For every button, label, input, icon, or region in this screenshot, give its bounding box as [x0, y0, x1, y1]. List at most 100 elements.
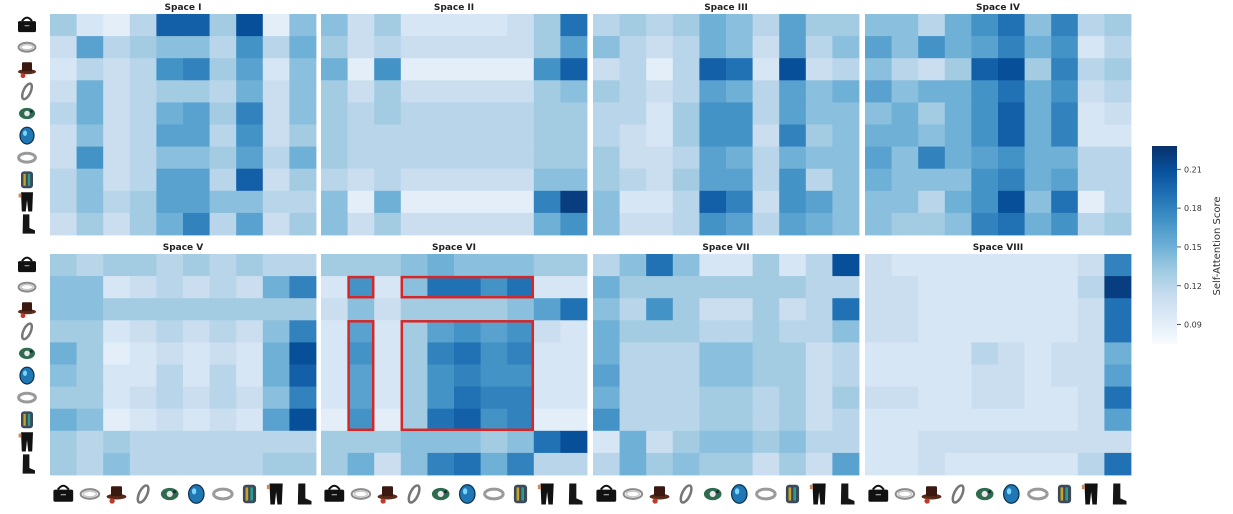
heatmap-cell	[76, 276, 104, 299]
heatmap-cell	[347, 146, 375, 170]
heatmap-cell	[971, 452, 999, 476]
heatmap-cell	[560, 168, 588, 192]
heatmap-cell	[726, 190, 753, 214]
heatmap-cell	[998, 190, 1025, 214]
heatmap-cell	[1104, 58, 1132, 81]
heatmap-cell	[454, 364, 481, 387]
heatmap-cell	[891, 276, 919, 299]
heatmap-cell	[832, 408, 860, 432]
heatmap-cell	[1104, 102, 1132, 125]
heatmap-cell	[619, 408, 647, 432]
heatmap-cell	[129, 342, 157, 365]
blue-bead-icon	[458, 484, 476, 504]
heatmap-cell	[726, 146, 753, 170]
heatmap-cell	[1104, 146, 1132, 170]
colorbar-tick-label: 0.18	[1184, 204, 1202, 213]
heatmap-cell	[50, 386, 77, 410]
silver-ring-icon	[212, 487, 234, 501]
heatmap-cell	[619, 168, 647, 192]
necklace-icon	[894, 488, 916, 500]
heatmap-cell	[752, 80, 780, 103]
heatmap-cell	[1077, 124, 1105, 147]
heatmap-cell	[289, 386, 317, 410]
heatmap-cell	[1077, 146, 1105, 170]
heatmap-cell	[1077, 276, 1105, 299]
heatmap-cell	[289, 146, 317, 170]
boot-icon	[22, 214, 35, 234]
heatmap-cell	[891, 430, 919, 454]
panel-title: Space I	[165, 3, 202, 13]
heatmap-cell	[672, 146, 700, 170]
heatmap-cell	[76, 190, 104, 214]
heatmap-cell	[262, 190, 290, 214]
cuff-icon	[1057, 484, 1072, 504]
heatmap-cell	[374, 212, 402, 236]
heatmap-cell	[156, 146, 184, 170]
heatmap-cell	[321, 342, 348, 365]
heatmap-cell	[752, 276, 780, 299]
heatmap-cell	[480, 14, 508, 37]
heatmap-cell	[347, 320, 375, 343]
heatmap-cell	[865, 364, 892, 387]
heatmap-cell	[779, 320, 807, 343]
heatmap-cell	[533, 452, 561, 476]
heatmap-cell	[50, 36, 77, 59]
heatmap-cell	[726, 320, 753, 343]
heatmap-cell	[480, 36, 508, 59]
heatmap-cell	[262, 342, 290, 365]
heatmap-cell	[779, 190, 807, 214]
heatmap-cell	[76, 430, 104, 454]
heatmap-cell	[752, 430, 780, 454]
heatmap-cell	[183, 364, 210, 387]
handbag-icon	[324, 484, 345, 502]
heatmap-cell	[560, 14, 588, 37]
heatmap-cell	[726, 36, 753, 59]
heatmap-cell	[262, 298, 290, 321]
highlight-box	[400, 275, 535, 299]
heatmap-cell	[560, 254, 588, 277]
heatmap-cell	[779, 14, 807, 37]
heatmap-cell	[1051, 430, 1079, 454]
heatmap-cell	[454, 298, 481, 321]
heatmap-space-iv: Space IV	[865, 3, 1132, 236]
heatmap-cell	[998, 212, 1025, 236]
heatmap-cell	[619, 190, 647, 214]
heatmap-cell	[619, 452, 647, 476]
heatmap-cell	[262, 408, 290, 432]
highlight-box	[400, 320, 535, 432]
heatmap-cell	[103, 80, 131, 103]
heatmap-cell	[593, 386, 620, 410]
heatmap-cell	[209, 190, 237, 214]
heatmap-cell	[832, 146, 860, 170]
heatmap-cell	[832, 452, 860, 476]
heatmap-cell	[865, 146, 892, 170]
heatmap-cell	[183, 190, 210, 214]
heatmap-cell	[699, 212, 727, 236]
heatmap-cell	[262, 146, 290, 170]
heatmap-cell	[454, 276, 481, 299]
heatmap-cell	[805, 276, 833, 299]
heatmap-cell	[971, 408, 999, 432]
heatmap-cell	[129, 254, 157, 277]
cuff-icon	[21, 171, 33, 189]
heatmap-cell	[805, 212, 833, 236]
heatmap-cell	[129, 102, 157, 125]
heatmap-cell	[998, 452, 1025, 476]
heatmap-cell	[1104, 430, 1132, 454]
heatmap-cell	[593, 408, 620, 432]
heatmap-cell	[1051, 276, 1079, 299]
heatmap-cell	[805, 408, 833, 432]
heatmap-cell	[593, 124, 620, 147]
heatmap-cell	[672, 168, 700, 192]
heatmap-cell	[454, 342, 481, 365]
heatmap-cell	[832, 298, 860, 321]
heatmap-cell	[699, 146, 727, 170]
heatmap-cell	[918, 80, 946, 103]
heatmap-cell	[321, 80, 348, 103]
heatmap-cell	[726, 254, 753, 277]
heatmap-cell	[998, 58, 1025, 81]
heatmap-cell	[865, 168, 892, 192]
heatmap-cell	[76, 254, 104, 277]
heatmap-cell	[1104, 212, 1132, 236]
heatmap-cell	[103, 190, 131, 214]
